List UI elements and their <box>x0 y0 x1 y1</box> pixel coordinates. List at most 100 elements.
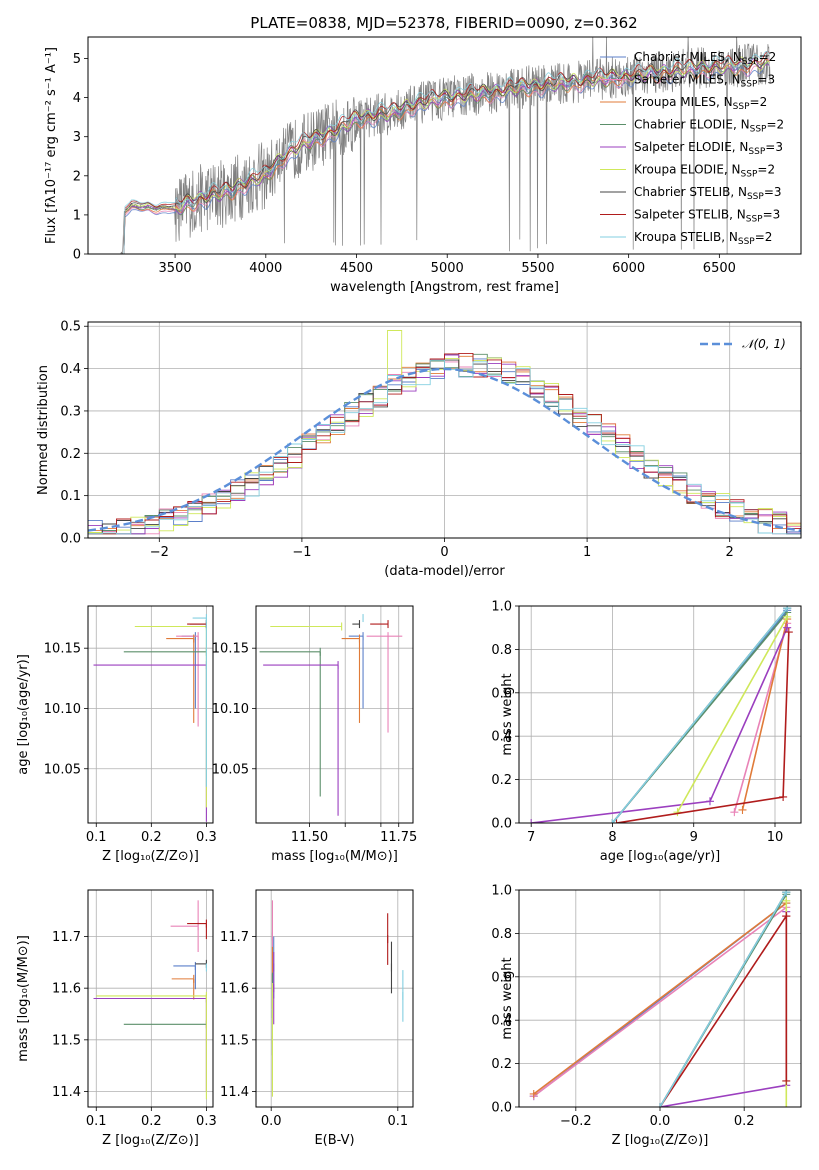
y-tick-label: 3 <box>73 130 81 145</box>
x-tick-label: 0.1 <box>387 1114 408 1129</box>
y-tick-label: 0.8 <box>491 643 512 658</box>
legend-label-kroupa_elodie: Kroupa ELODIE, NSSP=2 <box>634 163 775 180</box>
mass_vs_EBV-axes: 0.0 0.1 11.4 11.5 11.6 11.7 E(B-V) <box>220 889 414 1148</box>
age_vs_mass-axes: 11.50 11.75 10.05 10.10 10.15 mass [log₁₀(M/M… <box>212 605 417 864</box>
y-tick-label: 0.3 <box>60 404 81 419</box>
age_vs_Z-axes: 0.1 0.2 0.3 10.05 10.10 10.15 Z [log₁₀(Z/Z⊙)] a… <box>16 605 217 864</box>
x-tick-label: 0.0 <box>650 1114 671 1129</box>
mass_weight_vs_age-frame <box>518 605 802 824</box>
x-tick-label: 0.1 <box>86 1114 107 1129</box>
x-tick-label: 11.50 <box>291 830 328 845</box>
x-tick-label: 4000 <box>249 261 282 276</box>
x-tick-label: 10 <box>767 830 784 845</box>
residuals-xlabel: (data-model)/error <box>384 564 505 579</box>
mass_vs_EBV-xlabel: E(B-V) <box>314 1133 354 1148</box>
mass-weight-line-salpeter_miles <box>533 906 787 1097</box>
y-tick-label: 11.6 <box>220 982 249 997</box>
age_vs_Z-frame <box>87 605 214 824</box>
y-tick-label: 10.15 <box>44 642 81 657</box>
x-tick-label: 4500 <box>340 261 373 276</box>
x-tick-label: −2 <box>150 545 169 560</box>
age_vs_Z-ylabel: age [log₁₀(age/yr)] <box>16 654 31 775</box>
mass_weight_vs_Z-plot-area <box>529 890 791 1107</box>
legend-label-salpeter_elodie: Salpeter ELODIE, NSSP=3 <box>634 140 783 157</box>
mass-weight-marker-salpeter_elodie <box>527 819 536 823</box>
y-tick-label: 11.6 <box>52 982 81 997</box>
mass-weight-marker-kroupa_stelib <box>656 1103 664 1107</box>
x-tick-label: 5500 <box>521 261 554 276</box>
spectrum-plot-area <box>120 37 771 254</box>
x-tick-label: 6500 <box>703 261 736 276</box>
mass-weight-marker-salpeter_stelib <box>612 819 621 823</box>
x-tick-label: 9 <box>690 830 698 845</box>
x-tick-label: 0.2 <box>734 1114 755 1129</box>
y-tick-label: 1.0 <box>491 600 512 615</box>
y-tick-label: 0.1 <box>60 489 81 504</box>
y-tick-label: 0.6 <box>491 970 512 985</box>
mass-weight-marker-kroupa_elodie <box>673 808 682 817</box>
y-tick-label: 5 <box>73 52 81 67</box>
x-tick-label: 0.0 <box>261 1114 282 1129</box>
age_vs_mass-plot-area <box>259 614 403 816</box>
residual-histogram-salpeter_stelib <box>88 352 801 535</box>
residual-histogram-kroupa_stelib <box>88 359 801 535</box>
y-tick-label: 10.10 <box>44 702 81 717</box>
x-tick-label: −0.2 <box>560 1114 592 1129</box>
mass-weight-marker-kroupa_miles <box>529 1089 538 1098</box>
residuals-ylabel: Normed distribution <box>36 365 51 495</box>
age_vs_Z-plot-area <box>93 614 207 822</box>
spectrum-model-line-salpeter_stelib <box>120 51 770 254</box>
spectrum-axes: 3500 4000 4500 5000 5500 6000 6500 0 1 2 3 4 5 wavele… <box>44 36 802 295</box>
y-tick-label: 11.4 <box>220 1085 249 1100</box>
mass-weight-marker-kroupa_stelib <box>608 819 617 823</box>
mass-weight-line-kroupa_stelib <box>659 891 787 1107</box>
residuals-plot-area <box>88 330 801 535</box>
y-tick-label: 0.0 <box>491 817 512 832</box>
spectrum-model-line-kroupa_stelib <box>120 50 770 254</box>
legend-label-chabrier_stelib: Chabrier STELIB, NSSP=3 <box>634 185 782 202</box>
mass-weight-marker-salpeter_stelib <box>782 1076 791 1085</box>
mass-weight-marker-salpeter_elodie <box>705 797 714 806</box>
legend-label-chabrier_miles: Chabrier MILES, NSSP=2 <box>634 50 776 67</box>
y-tick-label: 0.4 <box>491 730 512 745</box>
x-tick-label: 1 <box>583 545 591 560</box>
x-tick-label: 3500 <box>159 261 192 276</box>
y-tick-label: 0 <box>73 248 81 263</box>
y-tick-label: 0.2 <box>491 1057 512 1072</box>
mass_vs_Z-plot-area <box>93 900 207 1100</box>
mass_weight_vs_Z-axes: −0.2 0.0 0.2 0.0 0.2 0.4 0.6 0.8 1.0 Z [log₁₀(Z/Z… <box>491 884 802 1148</box>
y-tick-label: 4 <box>73 91 81 106</box>
x-tick-label: 0.2 <box>141 1114 162 1129</box>
y-tick-label: 11.7 <box>220 930 249 945</box>
mass_weight_vs_age-plot-area <box>527 606 793 823</box>
mass_vs_Z-frame <box>87 889 214 1108</box>
x-tick-label: 11.75 <box>380 830 417 845</box>
mass-weight-marker-kroupa_stelib <box>782 890 791 897</box>
legend-label-salpeter_stelib: Salpeter STELIB, NSSP=3 <box>634 208 780 225</box>
mass_weight_vs_age-xlabel: age [log₁₀(age/yr)] <box>600 849 721 864</box>
age_vs_Z-xlabel: Z [log₁₀(Z/Z⊙)] <box>102 849 199 864</box>
y-tick-label: 0.8 <box>491 927 512 942</box>
legend-label-kroupa_stelib: Kroupa STELIB, NSSP=2 <box>634 230 772 247</box>
x-tick-label: 2 <box>726 545 734 560</box>
y-tick-label: 11.5 <box>220 1033 249 1048</box>
mass-weight-marker-kroupa_miles <box>738 805 747 814</box>
y-tick-label: 0.4 <box>60 362 81 377</box>
x-tick-label: 0.3 <box>196 830 217 845</box>
y-tick-label: 0.5 <box>60 320 81 335</box>
mass-weight-line-kroupa_stelib <box>611 607 788 823</box>
normal-curve <box>88 367 801 532</box>
mass_vs_EBV-frame <box>255 889 414 1108</box>
y-tick-label: 11.7 <box>52 930 81 945</box>
y-tick-label: 2 <box>73 169 81 184</box>
normal-legend-label: 𝒩(0, 1) <box>742 337 786 351</box>
mass-weight-line-kroupa_miles <box>533 902 787 1095</box>
mass-weight-marker-kroupa_elodie <box>782 1103 791 1107</box>
y-tick-label: 10.15 <box>212 642 249 657</box>
y-tick-label: 10.05 <box>212 762 249 777</box>
y-tick-label: 0.2 <box>491 773 512 788</box>
x-tick-label: 7 <box>527 830 535 845</box>
mass-weight-marker-kroupa_stelib <box>783 606 792 613</box>
mass_vs_Z-axes: 0.1 0.2 0.3 11.4 11.5 11.6 11.7 Z [log₁₀(Z/Z⊙)]… <box>16 889 217 1148</box>
mass_vs_Z-xlabel: Z [log₁₀(Z/Z⊙)] <box>102 1133 199 1148</box>
